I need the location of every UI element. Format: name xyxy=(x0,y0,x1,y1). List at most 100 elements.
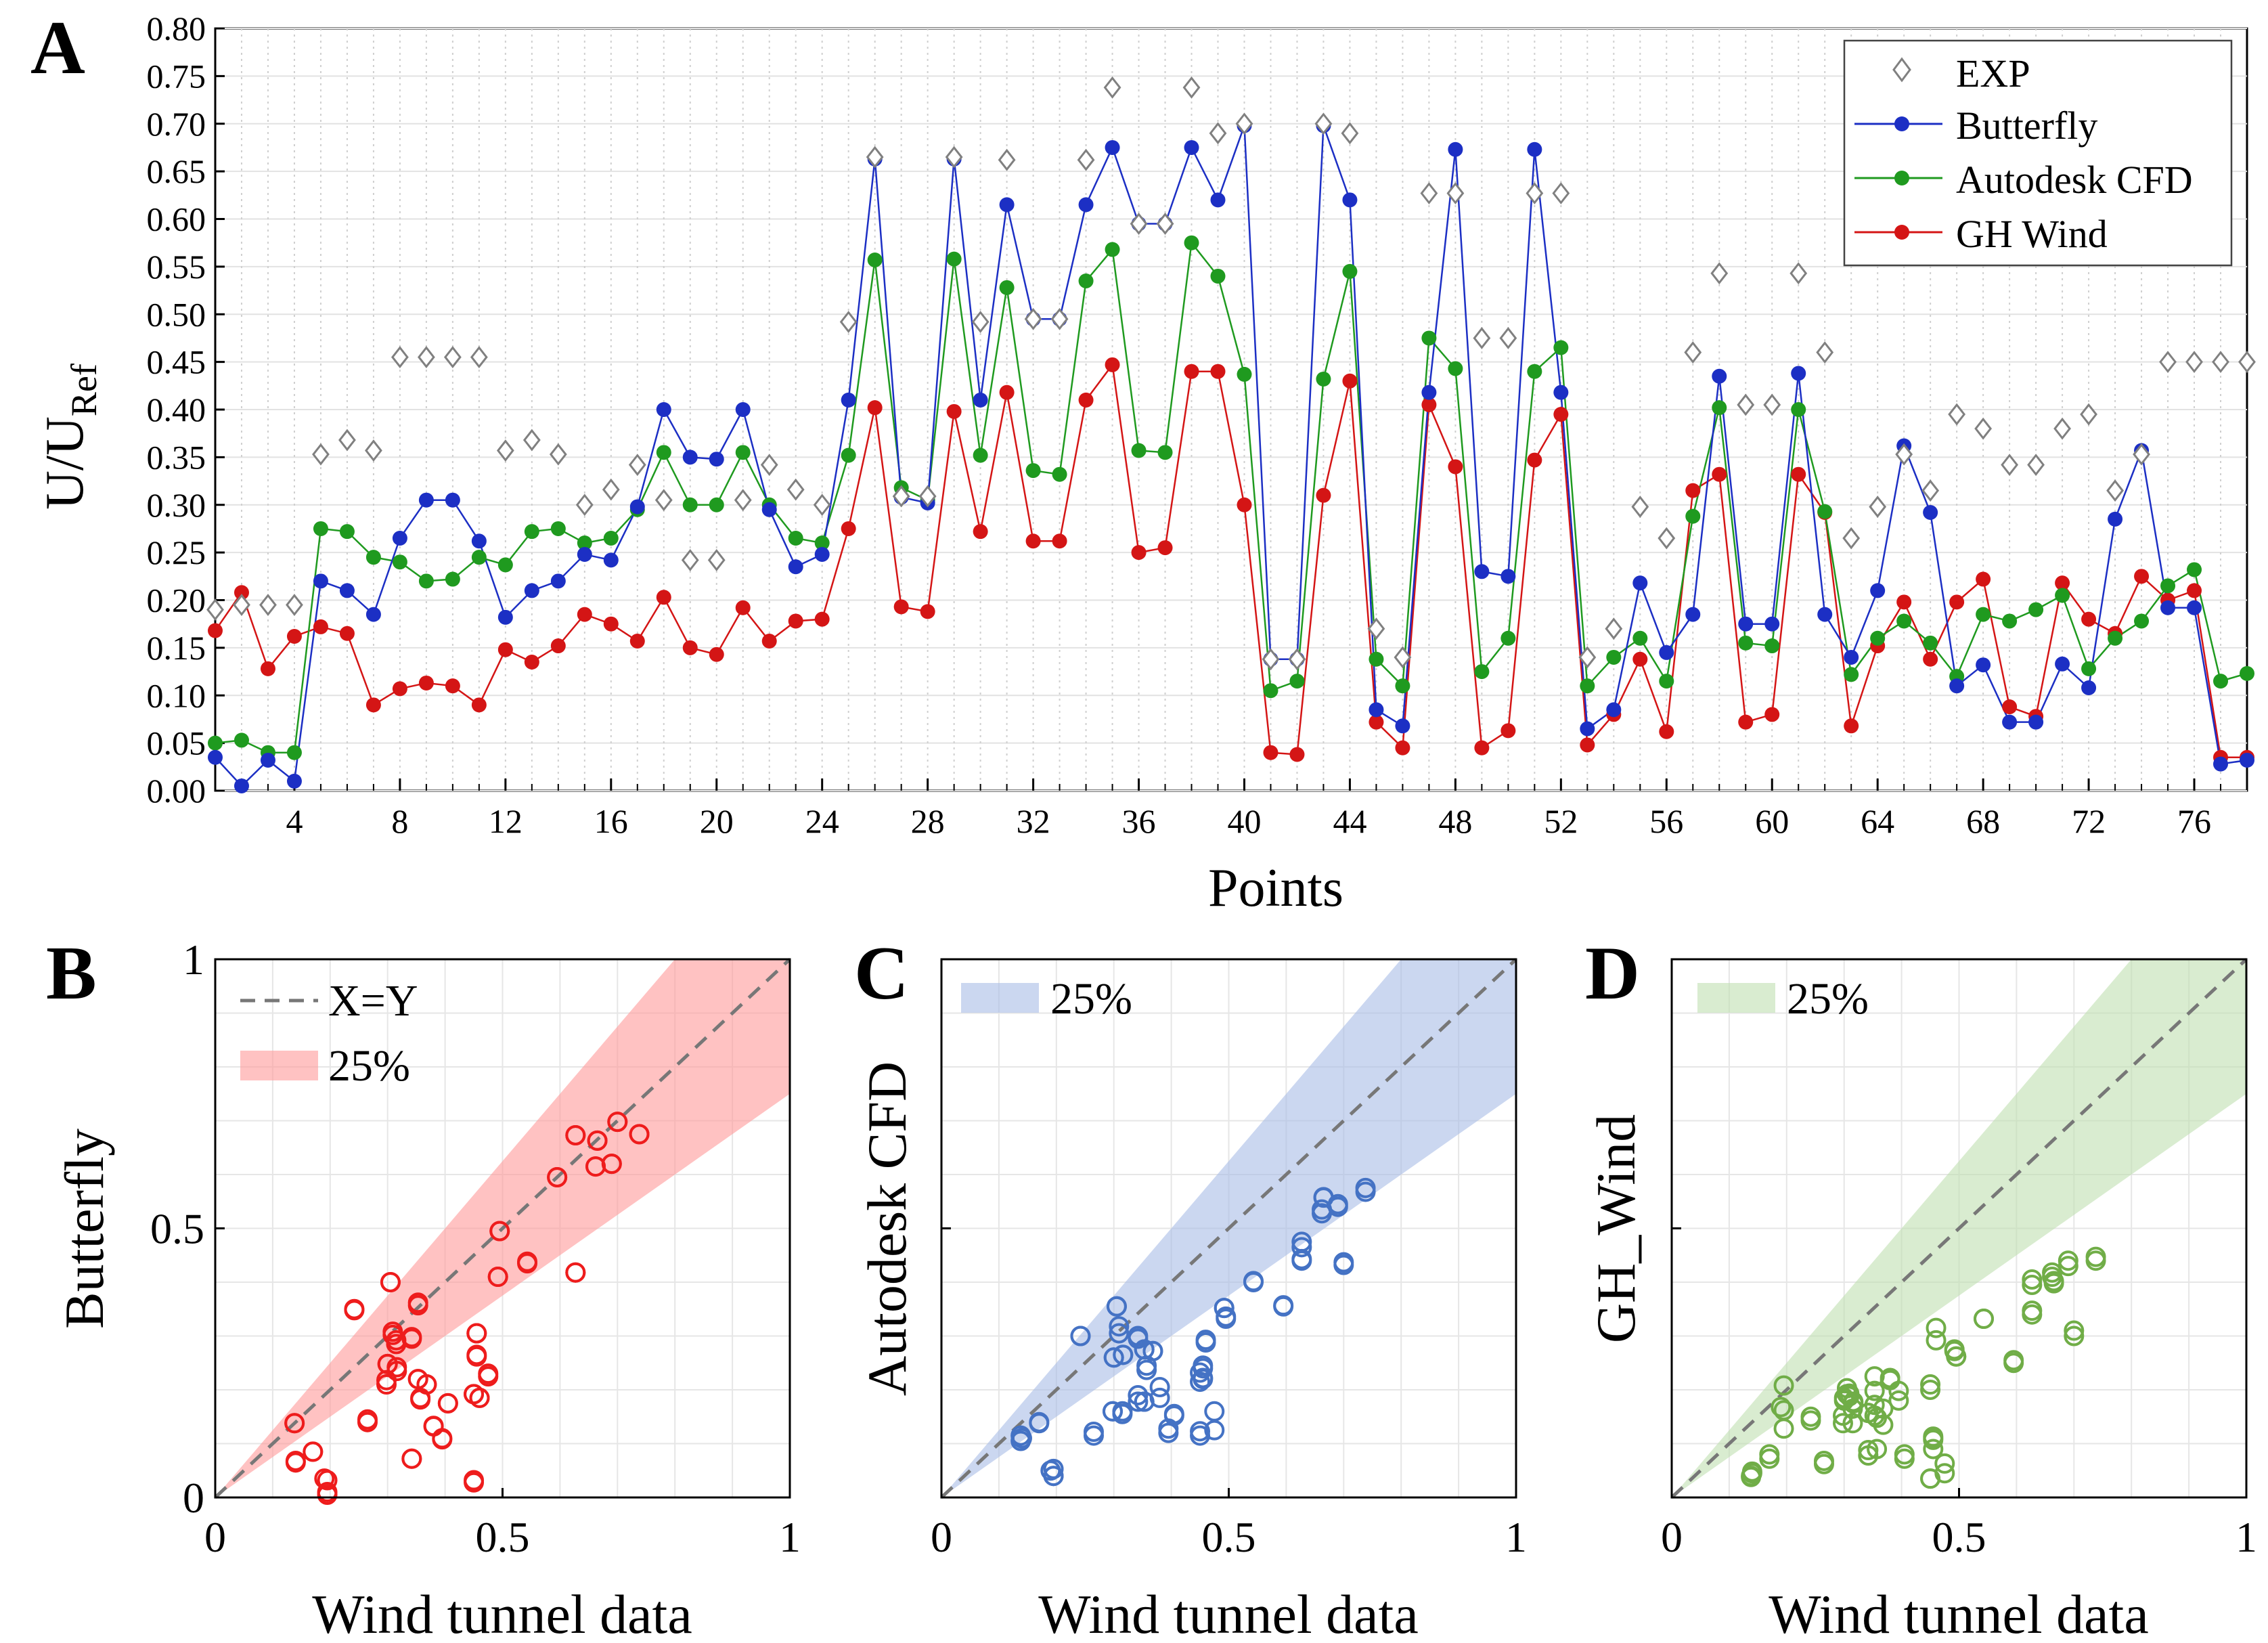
panel-b-point xyxy=(629,1124,650,1145)
point-autodesk xyxy=(1289,674,1305,689)
point-autodesk xyxy=(1685,508,1701,524)
panel-c-point xyxy=(1106,1296,1127,1317)
point-butterfly xyxy=(2187,600,2202,615)
point-ghwind xyxy=(1210,364,1226,379)
point-exp xyxy=(892,485,910,508)
point-ghwind xyxy=(1025,533,1041,549)
point-autodesk xyxy=(2002,613,2018,629)
point-butterfly xyxy=(2240,752,2254,768)
point-exp xyxy=(391,346,409,369)
point-exp xyxy=(1974,417,1993,440)
panel-c-point xyxy=(1029,1411,1050,1432)
point-exp xyxy=(233,594,250,616)
point-butterfly xyxy=(1210,192,1226,208)
point-ghwind xyxy=(788,613,803,629)
panel-a-x-tick-label: 40 xyxy=(1227,802,1261,840)
point-exp xyxy=(1394,646,1412,669)
panel-a-y-ticks: 0.00 0.05 0.10 0.15 0.20 0.25 0.30 0.35 0.40 0.45… xyxy=(147,9,225,810)
point-exp xyxy=(2001,454,2019,477)
panel-d-point xyxy=(2042,1267,2063,1288)
panel-c-point xyxy=(1291,1237,1312,1258)
point-autodesk xyxy=(1025,463,1041,479)
point-exp xyxy=(2027,454,2045,477)
point-autodesk xyxy=(286,745,302,760)
panel-c-point xyxy=(1109,1323,1130,1344)
point-autodesk xyxy=(2028,602,2044,617)
panel-c-legend-band-swatch xyxy=(961,983,1039,1013)
panel-b-y-tick-label: 0.5 xyxy=(150,1205,204,1253)
point-butterfly xyxy=(313,573,328,589)
point-exp xyxy=(1605,617,1623,640)
point-exp xyxy=(1552,182,1570,204)
point-exp xyxy=(602,478,620,501)
panel-d-point xyxy=(1888,1390,1909,1411)
panel-c-point xyxy=(1136,1359,1157,1380)
point-ghwind xyxy=(1712,466,1727,482)
panel-a-x-ticks: 4 8 12 16 20 24 28 32 36 40 44 48 52 56 60 64 68 72 76 xyxy=(240,779,2222,840)
point-exp xyxy=(470,346,488,369)
panel-a-y-tick-label: 0.10 xyxy=(147,676,206,714)
panel-b-x-axis-label: Wind tunnel data xyxy=(312,1583,692,1643)
point-butterfly xyxy=(339,583,355,598)
panel-b-point xyxy=(357,1411,378,1432)
panel-b-label: B xyxy=(46,932,97,1015)
point-exp xyxy=(681,548,699,571)
panel-d-point xyxy=(1741,1461,1762,1482)
point-butterfly xyxy=(1395,718,1410,734)
point-exp xyxy=(1209,122,1227,145)
point-butterfly xyxy=(735,402,751,417)
panel-b-point xyxy=(487,1267,508,1288)
panel-d-legend-band-label: 25% xyxy=(1787,974,1869,1024)
point-autodesk xyxy=(234,732,249,748)
point-exp xyxy=(2080,403,2097,426)
point-ghwind xyxy=(1052,533,1067,549)
panel-a-y-tick-label: 0.05 xyxy=(147,724,206,762)
point-autodesk xyxy=(1923,635,1938,651)
point-butterfly xyxy=(973,392,988,408)
point-exp xyxy=(1948,403,1966,426)
panel-d-point xyxy=(1842,1398,1863,1419)
point-butterfly xyxy=(1448,141,1463,157)
panel-a-x-tick-label: 12 xyxy=(489,802,522,840)
point-ghwind xyxy=(2134,569,2150,584)
panel-d-point xyxy=(2085,1250,2106,1271)
legend-entry-autodesk: Autodesk CFD xyxy=(1854,158,2193,202)
point-exp xyxy=(1103,76,1121,99)
panel-b-point xyxy=(407,1369,428,1390)
point-butterfly xyxy=(1369,702,1384,718)
panel-d-x-tick-label: 0.5 xyxy=(1932,1513,1986,1561)
panel-b-point xyxy=(547,1166,568,1187)
point-autodesk xyxy=(1052,466,1067,482)
panel-d-point xyxy=(1773,1375,1794,1396)
panel-c-point xyxy=(1243,1272,1264,1292)
point-autodesk xyxy=(788,531,803,546)
point-exp xyxy=(1156,213,1174,235)
point-autodesk xyxy=(1553,340,1569,355)
point-exp xyxy=(417,346,435,369)
point-exp xyxy=(2133,443,2150,466)
point-ghwind xyxy=(1580,737,1595,753)
point-autodesk xyxy=(867,253,883,268)
point-ghwind xyxy=(445,678,460,694)
panel-d-point xyxy=(1926,1317,1947,1338)
point-ghwind xyxy=(260,661,275,676)
point-autodesk xyxy=(2134,613,2150,629)
point-ghwind xyxy=(1131,545,1147,561)
point-autodesk xyxy=(1712,400,1727,416)
panel-d-x-axis-label: Wind tunnel data xyxy=(1769,1583,2148,1643)
point-butterfly xyxy=(1527,141,1542,157)
panel-b-point xyxy=(565,1262,586,1283)
point-autodesk xyxy=(2108,630,2123,646)
point-exp xyxy=(813,494,831,517)
point-ghwind xyxy=(550,638,566,654)
panel-c-point xyxy=(1128,1326,1149,1346)
point-autodesk xyxy=(1342,263,1358,279)
point-ghwind xyxy=(577,607,592,622)
panel-b-scatter: B Butterfly Wind tunnel data X=Y 25% xyxy=(46,932,791,1643)
panel-c-point xyxy=(1043,1458,1064,1479)
point-autodesk xyxy=(550,521,566,536)
point-ghwind xyxy=(2081,611,2097,627)
panel-d-point xyxy=(1864,1380,1885,1401)
point-ghwind xyxy=(709,647,724,662)
panel-d-point xyxy=(1839,1386,1860,1407)
